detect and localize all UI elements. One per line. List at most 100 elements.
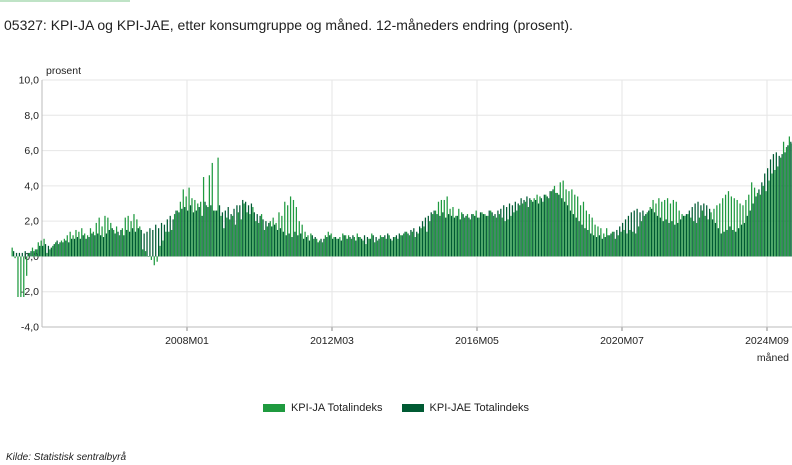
bar-kpi-ja bbox=[507, 219, 509, 257]
bar-kpi-ja bbox=[756, 192, 759, 257]
bar-kpi-jae bbox=[366, 237, 369, 257]
bar-kpi-jae bbox=[668, 222, 670, 257]
bar-kpi-jae bbox=[427, 215, 429, 257]
bar-kpi-ja bbox=[666, 198, 669, 257]
bar-kpi-jae bbox=[346, 238, 348, 257]
bar-kpi-jae bbox=[758, 189, 760, 257]
bar-kpi-jae bbox=[482, 214, 485, 257]
bar-kpi-jae bbox=[407, 233, 409, 257]
bar-kpi-jae bbox=[317, 242, 319, 257]
bar-kpi-jae bbox=[781, 154, 783, 257]
bar-kpi-jae bbox=[375, 237, 377, 257]
bar-kpi-jae bbox=[189, 205, 192, 257]
bar-kpi-ja bbox=[664, 199, 666, 257]
bar-kpi-jae bbox=[218, 205, 221, 257]
bar-kpi-jae bbox=[711, 219, 714, 257]
bar-kpi-ja bbox=[249, 214, 251, 257]
bar-kpi-jae bbox=[448, 214, 450, 257]
bar-kpi-ja bbox=[28, 252, 31, 257]
bar-kpi-ja bbox=[374, 242, 376, 257]
bar-kpi-ja bbox=[629, 229, 631, 257]
bar-kpi-ja bbox=[408, 235, 411, 257]
bar-kpi-ja bbox=[519, 205, 521, 257]
bar-kpi-ja bbox=[255, 221, 257, 257]
bar-kpi-jae bbox=[732, 229, 734, 257]
bar-kpi-ja bbox=[780, 157, 782, 257]
bar-kpi-jae bbox=[131, 228, 134, 257]
bar-kpi-jae bbox=[68, 242, 70, 257]
bar-kpi-ja bbox=[23, 256, 25, 298]
bar-kpi-jae bbox=[102, 237, 105, 257]
bar-kpi-ja bbox=[603, 233, 605, 257]
bar-kpi-jae bbox=[479, 212, 482, 257]
x-tick-label: 2008M01 bbox=[165, 335, 209, 347]
bar-kpi-jae bbox=[564, 201, 566, 257]
bar-kpi-ja bbox=[376, 240, 379, 257]
bar-kpi-ja bbox=[237, 212, 239, 257]
bar-kpi-ja bbox=[382, 237, 384, 257]
bar-kpi-jae bbox=[642, 210, 644, 257]
source-note: Kilde: Statistisk sentralbyrå bbox=[6, 452, 127, 463]
bar-kpi-ja bbox=[745, 199, 747, 257]
bar-kpi-jae bbox=[784, 152, 786, 257]
bar-kpi-ja bbox=[397, 238, 399, 257]
bar-kpi-jae bbox=[593, 235, 595, 257]
bar-kpi-ja bbox=[469, 219, 471, 257]
bar-kpi-jae bbox=[627, 215, 630, 257]
bar-kpi-jae bbox=[207, 207, 209, 257]
bar-kpi-jae bbox=[27, 252, 29, 257]
bar-kpi-ja bbox=[414, 237, 416, 257]
bar-kpi-jae bbox=[13, 251, 15, 257]
bar-kpi-jae bbox=[691, 207, 693, 257]
bar-kpi-ja bbox=[168, 231, 170, 257]
bar-kpi-jae bbox=[552, 189, 554, 257]
bar-kpi-ja bbox=[550, 191, 553, 257]
bar-kpi-jae bbox=[247, 205, 250, 257]
bar-kpi-jae bbox=[682, 215, 685, 257]
bar-kpi-ja bbox=[350, 238, 353, 257]
bar-kpi-jae bbox=[91, 233, 93, 257]
bar-kpi-ja bbox=[687, 214, 689, 257]
bar-kpi-jae bbox=[111, 228, 113, 257]
bar-kpi-ja bbox=[243, 203, 245, 257]
bar-kpi-jae bbox=[474, 215, 476, 257]
bar-kpi-ja bbox=[432, 214, 434, 257]
bar-kpi-ja bbox=[121, 228, 123, 257]
bar-kpi-jae bbox=[390, 238, 392, 257]
bar-kpi-jae bbox=[549, 191, 551, 257]
bar-kpi-ja bbox=[229, 219, 231, 257]
bar-kpi-ja bbox=[600, 228, 602, 257]
bar-kpi-ja bbox=[191, 198, 193, 257]
bar-kpi-ja bbox=[524, 201, 527, 257]
bar-kpi-jae bbox=[158, 228, 160, 257]
bar-kpi-ja bbox=[347, 235, 350, 257]
legend-item-kpi-jae[interactable]: KPI-JAE Totalindeks bbox=[401, 402, 529, 414]
bar-kpi-jae bbox=[305, 237, 308, 257]
bar-kpi-jae bbox=[787, 145, 789, 257]
bar-kpi-ja bbox=[771, 173, 773, 257]
bar-kpi-ja bbox=[37, 242, 39, 257]
bar-kpi-jae bbox=[250, 203, 253, 257]
bar-kpi-jae bbox=[15, 252, 18, 257]
bar-kpi-jae bbox=[723, 231, 725, 257]
bar-kpi-jae bbox=[738, 228, 740, 257]
bar-kpi-ja bbox=[487, 215, 489, 257]
bar-kpi-ja bbox=[405, 231, 408, 257]
bar-kpi-ja bbox=[611, 231, 614, 257]
bar-kpi-jae bbox=[659, 217, 661, 257]
bar-kpi-jae bbox=[372, 235, 374, 257]
bar-kpi-jae bbox=[566, 205, 569, 257]
bar-kpi-ja bbox=[153, 256, 155, 266]
bar-kpi-jae bbox=[363, 235, 366, 257]
bar-kpi-ja bbox=[423, 226, 425, 257]
bar-kpi-ja bbox=[115, 226, 118, 257]
bar-kpi-ja bbox=[556, 192, 558, 257]
bar-kpi-ja bbox=[693, 221, 695, 257]
bar-kpi-jae bbox=[97, 233, 99, 257]
bar-kpi-ja bbox=[606, 228, 608, 257]
bar-kpi-ja bbox=[321, 242, 324, 257]
legend-item-kpi-ja[interactable]: KPI-JA Totalindeks bbox=[262, 402, 382, 414]
y-tick-label: 6,0 bbox=[24, 145, 39, 157]
bar-kpi-ja bbox=[579, 205, 582, 257]
bar-kpi-ja bbox=[95, 222, 97, 257]
